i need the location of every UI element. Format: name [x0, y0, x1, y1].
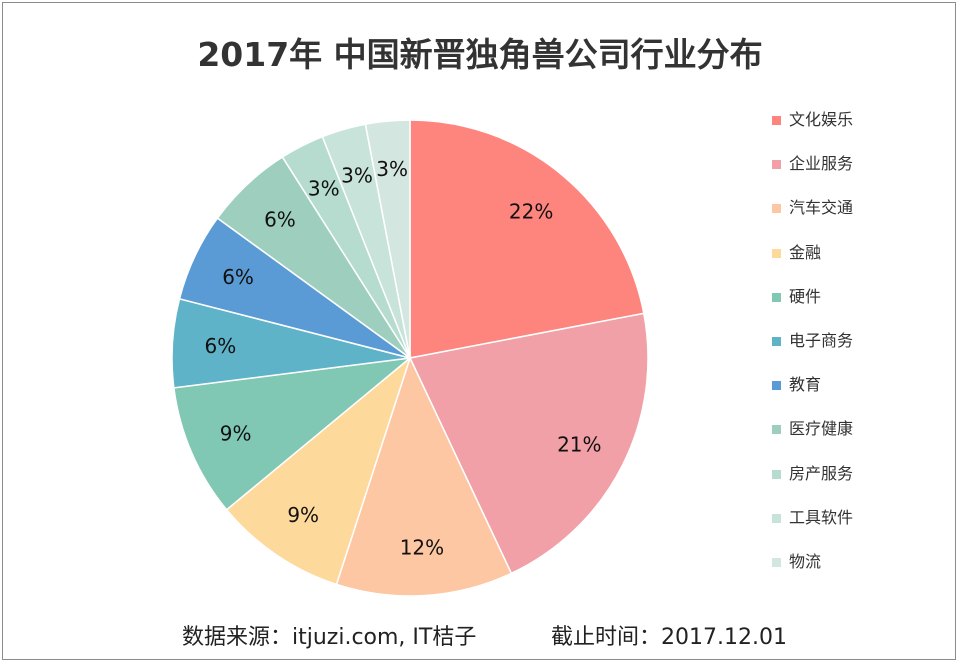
legend-label: 电子商务: [789, 331, 854, 350]
pie-slice-label-9: 3%: [308, 177, 340, 201]
pie-slice-label-8: 6%: [264, 207, 296, 231]
legend-item-1: 文化娱乐: [772, 108, 942, 132]
legend-label: 房产服务: [789, 463, 854, 483]
pie-slice-label-1: 22%: [509, 200, 553, 224]
pie-slice-label-2: 21%: [557, 432, 601, 456]
legend-swatch: [772, 292, 781, 302]
legend-label: 物流: [789, 552, 822, 571]
pie-slice-label-3: 12%: [400, 536, 444, 560]
pie-slice-label-11: 3%: [376, 157, 408, 181]
legend-swatch: [772, 558, 781, 567]
pie-slice-5: [173, 356, 413, 511]
legend-swatch: [772, 381, 781, 391]
legend-swatch: [772, 337, 781, 346]
pie-slices: [171, 119, 649, 597]
pie-slice-4: [225, 355, 412, 586]
legend-label: 医疗健康: [789, 419, 854, 439]
legend-swatch: [772, 160, 781, 170]
pie-slice-label-4: 9%: [287, 503, 319, 527]
legend-label: 汽车交通: [789, 198, 854, 218]
legend-swatch: [772, 248, 781, 258]
pie-slice-2: [408, 312, 649, 575]
legend-label: 文化娱乐: [789, 110, 854, 129]
legend-label: 硬件: [789, 286, 822, 306]
legend-label: 教育: [789, 375, 822, 395]
legend-item-8: 医疗健康: [772, 417, 942, 441]
legend-swatch: [772, 469, 781, 479]
pie-slice-label-7: 6%: [222, 265, 254, 289]
legend-item-9: 房产服务: [772, 462, 942, 486]
pie-slice-11: [364, 119, 411, 359]
chart-title: 2017年 中国新晋独角兽公司行业分布: [197, 35, 763, 74]
legend-swatch: [772, 116, 781, 125]
cutoff-date-note: 截止时间：2017.12.01: [551, 625, 787, 650]
pie-slice-3: [335, 355, 513, 597]
pie-slice-labels: 22%21%12%9%9%6%6%6%3%3% 3%: [205, 157, 602, 560]
legend-label: 企业服务: [789, 154, 854, 174]
legend-item-2: 企业服务: [772, 152, 942, 176]
legend-swatch: [772, 513, 781, 523]
legend-swatch: [772, 204, 781, 214]
legend-item-6: 电子商务: [772, 329, 942, 353]
legend-item-7: 教育: [772, 373, 942, 397]
pie-slice-label-10: 3%: [341, 164, 373, 188]
data-source-note: 数据来源：itjuzi.com, IT桔子: [182, 625, 477, 650]
legend-swatch: [772, 425, 781, 435]
legend-item-5: 硬件: [772, 285, 942, 309]
pie-slice-1: [409, 119, 645, 359]
legend-item-10: 工具软件: [772, 506, 942, 530]
pie-slice-label-6: 6%: [205, 334, 237, 358]
legend-item-3: 汽车交通: [772, 196, 942, 220]
legend-label: 工具软件: [789, 507, 854, 527]
legend-label: 金融: [789, 242, 822, 262]
pie-slice-label-5: 9%: [220, 421, 252, 445]
legend-item-11: 物流: [772, 550, 942, 574]
legend-item-4: 金融: [772, 241, 942, 265]
